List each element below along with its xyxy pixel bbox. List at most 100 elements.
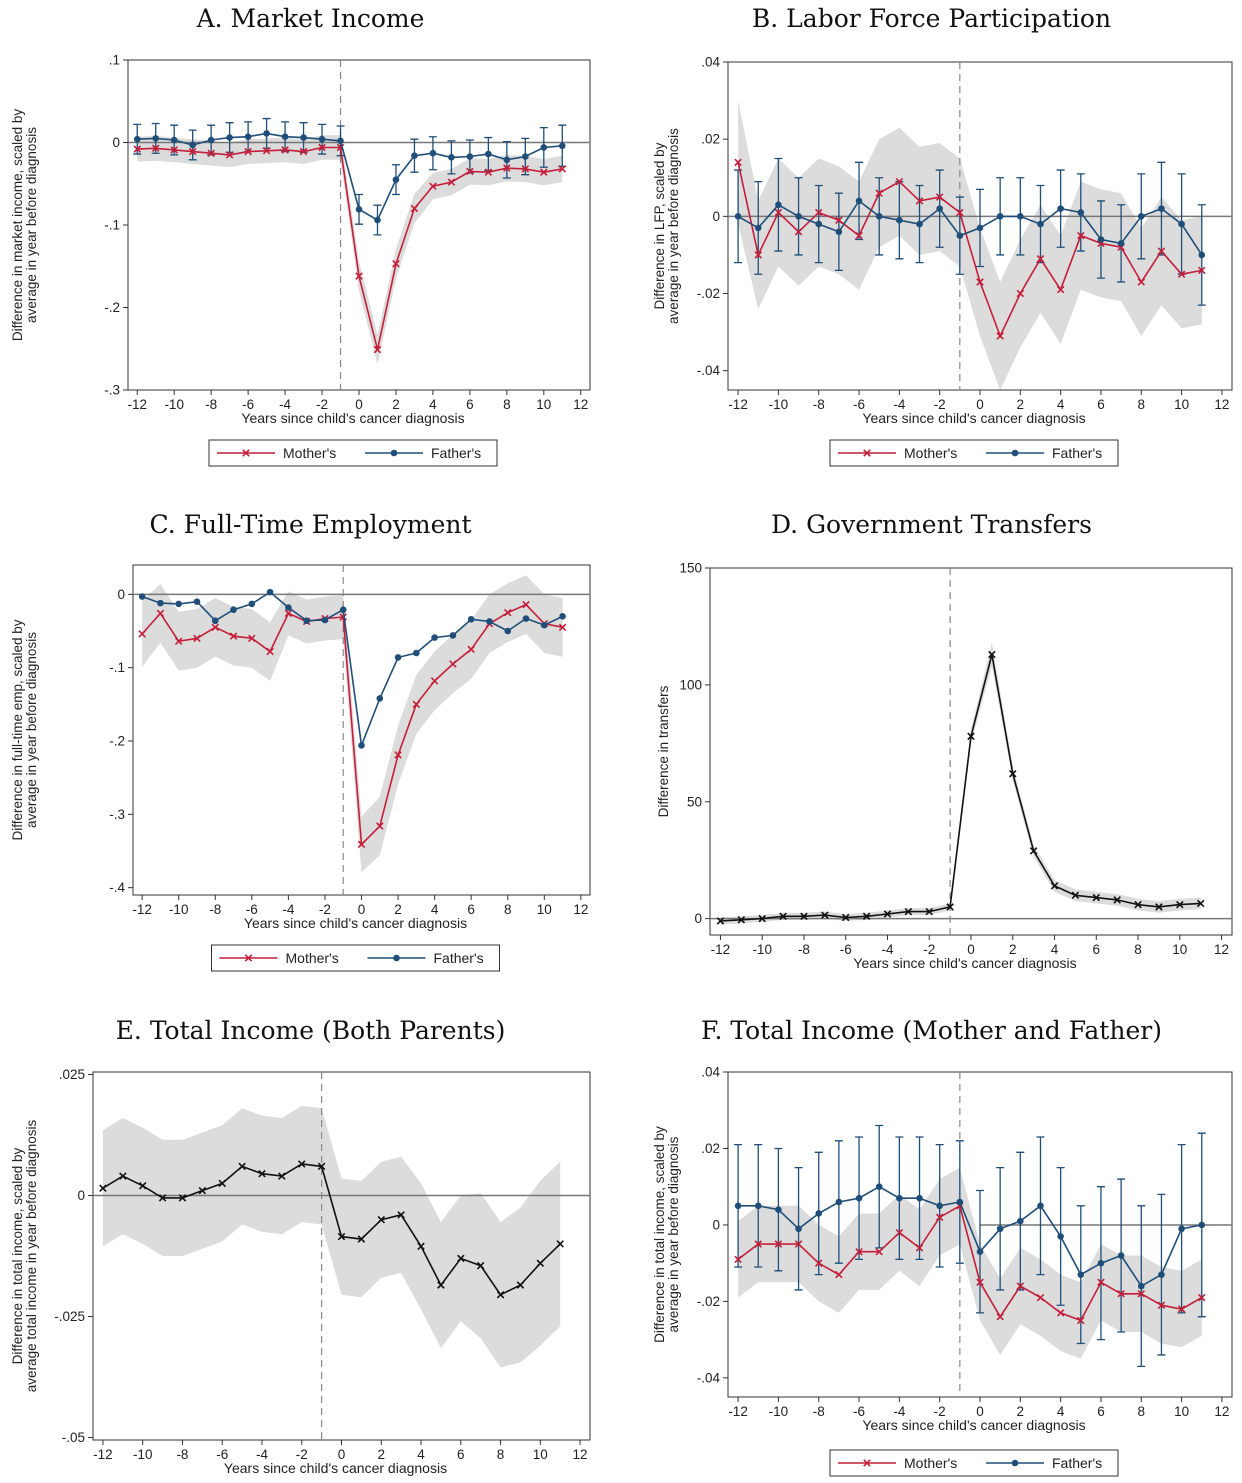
y-tick-label: -.04 [697, 1370, 721, 1385]
data-point [193, 598, 201, 605]
data-point [1134, 900, 1142, 909]
data-point [413, 649, 420, 657]
data-point [540, 168, 548, 176]
x-tick-label: 2 [1009, 942, 1017, 957]
data-point [896, 216, 903, 224]
data-point [1077, 1316, 1085, 1325]
y-tick-label: .04 [701, 1065, 720, 1080]
data-point [996, 332, 1004, 340]
x-tick-label: 4 [1051, 942, 1059, 957]
data-point [779, 912, 787, 921]
x-tick-label: 2 [1017, 397, 1025, 412]
data-point [734, 158, 742, 167]
x-tick-label: -6 [216, 1447, 228, 1462]
data-point [318, 143, 326, 152]
data-point [337, 1232, 346, 1241]
data-point [1056, 285, 1065, 294]
data-point [374, 216, 381, 224]
data-point [412, 700, 421, 709]
data-point [956, 1198, 964, 1206]
legend-label: Mother's [904, 445, 957, 461]
x-tick-label: 12 [573, 397, 588, 412]
y-tick-label: 0 [117, 587, 125, 602]
data-point [339, 606, 347, 614]
data-point [457, 1254, 465, 1263]
x-tick-label: -8 [798, 942, 810, 957]
data-point [875, 1183, 883, 1191]
x-tick-label: 4 [431, 902, 439, 917]
data-point [1097, 236, 1105, 243]
data-point [157, 599, 164, 607]
data-point [373, 345, 382, 354]
data-point [775, 201, 782, 209]
x-tick-label: 6 [1097, 1404, 1105, 1419]
data-point [540, 144, 548, 151]
data-point [1008, 769, 1017, 778]
data-point [1056, 1309, 1065, 1317]
data-point [119, 1172, 127, 1180]
panel-title-c: C. Full-Time Employment [149, 510, 472, 539]
data-point [815, 220, 823, 228]
data-point [410, 204, 419, 213]
x-tick-label: 4 [1057, 1404, 1065, 1419]
x-tick-label: -2 [319, 902, 331, 917]
y-tick-label: -.04 [697, 363, 721, 378]
data-point [429, 182, 437, 190]
data-point [1157, 1301, 1166, 1310]
data-point [1016, 289, 1025, 298]
data-point [1197, 266, 1206, 275]
series-line [102, 1163, 561, 1296]
legend-marker [1011, 1459, 1019, 1467]
confidence-band [720, 642, 1201, 925]
data-point [357, 1235, 366, 1243]
data-point [392, 176, 400, 183]
data-point [503, 608, 512, 617]
data-point [754, 1202, 762, 1210]
legend-label: Father's [434, 950, 484, 966]
data-point [138, 630, 146, 638]
data-point [541, 621, 548, 629]
data-point [170, 136, 178, 144]
data-point [754, 224, 762, 232]
x-tick-label: -12 [93, 1447, 113, 1462]
data-point [916, 1194, 923, 1202]
data-point [1037, 220, 1044, 228]
legend-box [208, 439, 498, 467]
x-tick-label: -8 [209, 902, 221, 917]
data-point [397, 1211, 405, 1219]
data-point [996, 1312, 1004, 1321]
data-point [321, 616, 329, 624]
x-tick-label: 12 [573, 902, 588, 917]
data-point [1137, 213, 1145, 220]
x-tick-label: -8 [813, 1404, 825, 1419]
data-point [225, 151, 234, 159]
x-tick-label: 6 [467, 902, 475, 917]
data-point [1037, 1202, 1044, 1210]
data-point [226, 134, 233, 141]
x-tick-label: 6 [466, 397, 474, 412]
data-point [775, 1206, 782, 1213]
y-axis-label: average in year before diagnosis [24, 127, 39, 323]
data-point [996, 1225, 1004, 1233]
data-point [263, 130, 270, 137]
series-line [737, 199, 1203, 256]
legend-marker [242, 449, 250, 457]
data-point [318, 135, 326, 143]
data-point [248, 600, 256, 608]
legend: Mother's Father's [829, 439, 1119, 467]
data-point [99, 1184, 107, 1192]
data-point [1097, 1259, 1105, 1267]
x-tick-label: -6 [853, 397, 865, 412]
data-point [504, 627, 512, 635]
x-tick-label: 4 [417, 1447, 425, 1462]
y-tick-label: -.2 [104, 300, 120, 315]
y-tick-label: .025 [59, 1067, 85, 1082]
data-point [516, 1281, 525, 1289]
data-point [1057, 205, 1064, 212]
data-point [1036, 255, 1045, 263]
y-tick-label: 0 [712, 209, 720, 224]
x-tick-label: -10 [133, 1447, 153, 1462]
x-tick-label: 12 [1214, 1404, 1229, 1419]
data-point [430, 677, 439, 685]
